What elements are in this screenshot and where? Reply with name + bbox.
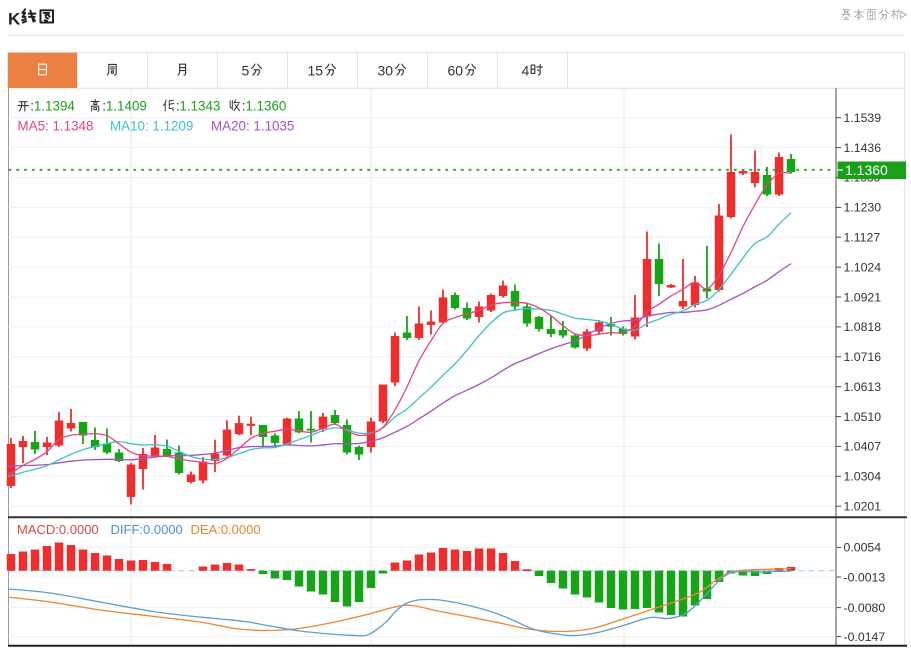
svg-text:1.0510: 1.0510: [844, 410, 882, 424]
svg-text:DIFF:0.0000: DIFF:0.0000: [111, 522, 183, 537]
svg-text:1.0818: 1.0818: [844, 320, 882, 334]
svg-text:1.0613: 1.0613: [844, 380, 882, 394]
svg-text:1.1360: 1.1360: [845, 162, 888, 178]
svg-text:5: 5: [242, 63, 250, 79]
svg-text:15: 15: [308, 63, 324, 79]
svg-text:1.0304: 1.0304: [844, 470, 882, 484]
svg-text:-0.0080: -0.0080: [844, 601, 886, 615]
svg-text:1.1343: 1.1343: [179, 98, 220, 113]
svg-text:DEA:0.0000: DEA:0.0000: [191, 522, 261, 537]
svg-text:1.0716: 1.0716: [844, 350, 882, 364]
svg-text:1.1360: 1.1360: [245, 98, 286, 113]
svg-text:K: K: [8, 10, 21, 29]
svg-text:1.1394: 1.1394: [34, 98, 76, 113]
svg-text:4: 4: [522, 63, 530, 79]
svg-text:1.1539: 1.1539: [844, 111, 882, 125]
svg-text:MA5: 1.1348: MA5: 1.1348: [18, 118, 94, 133]
svg-text:MA20: 1.1035: MA20: 1.1035: [211, 118, 294, 133]
svg-text:1.1024: 1.1024: [844, 260, 882, 274]
svg-text:1.1436: 1.1436: [844, 141, 882, 155]
svg-text::: :: [102, 98, 106, 113]
svg-text:0.0054: 0.0054: [844, 541, 882, 555]
svg-text::: :: [176, 98, 180, 113]
svg-text::: :: [242, 98, 246, 113]
svg-text:1.0201: 1.0201: [844, 500, 882, 514]
svg-text::: :: [30, 98, 34, 113]
svg-text:>: >: [900, 8, 907, 22]
svg-text:30: 30: [378, 63, 394, 79]
svg-text:1.1230: 1.1230: [844, 201, 882, 215]
svg-text:1.0921: 1.0921: [844, 290, 882, 304]
svg-text:1.1127: 1.1127: [844, 231, 881, 245]
svg-text:-0.0013: -0.0013: [844, 570, 886, 584]
svg-text:-0.0147: -0.0147: [844, 630, 886, 644]
svg-text:MA10: 1.1209: MA10: 1.1209: [110, 118, 193, 133]
svg-text:60: 60: [448, 63, 464, 79]
svg-text:MACD:0.0000: MACD:0.0000: [17, 522, 99, 537]
svg-text:1.1409: 1.1409: [106, 98, 147, 113]
svg-text:1.0407: 1.0407: [844, 440, 882, 454]
